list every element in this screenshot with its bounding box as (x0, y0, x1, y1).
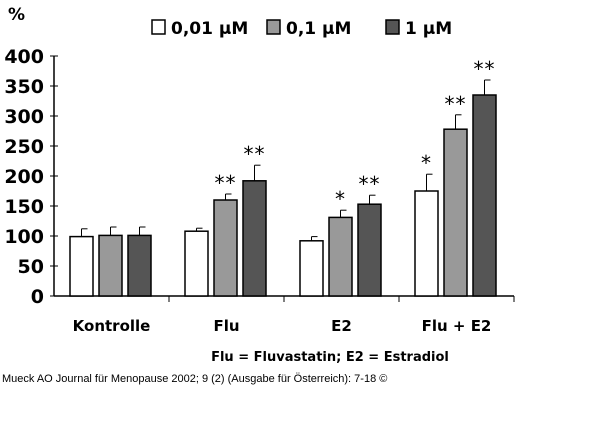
legend-swatch (151, 19, 166, 35)
legend-label: 0,01 µM (171, 19, 248, 39)
y-tick-label: 350 (4, 76, 44, 98)
significance-label: ** (445, 92, 467, 116)
bar (472, 94, 497, 297)
significance-label: ** (215, 171, 237, 195)
category-label: Flu (213, 317, 239, 335)
bar (213, 199, 238, 297)
bar (127, 234, 152, 297)
y-tick-label: 50 (18, 256, 44, 278)
category-label: E2 (331, 317, 352, 335)
y-tick-label: 250 (4, 136, 44, 158)
y-tick-label: 150 (4, 196, 44, 218)
y-tick-label: 0 (31, 286, 44, 308)
bar (98, 234, 123, 297)
significance-label: * (421, 151, 432, 175)
legend-swatch (266, 19, 281, 35)
y-tick-label: 300 (4, 106, 44, 128)
significance-label: * (335, 187, 346, 211)
legend-label: 1 µM (405, 19, 452, 39)
bar (443, 128, 468, 297)
bar (184, 230, 209, 297)
y-tick-label: 200 (4, 166, 44, 188)
chart-note: Flu = Fluvastatin; E2 = Estradiol (211, 350, 449, 365)
y-tick-label: 400 (4, 46, 44, 68)
bar (69, 235, 94, 297)
significance-label: ** (244, 142, 266, 166)
category-label: Flu + E2 (422, 317, 492, 335)
bar (357, 203, 382, 297)
y-tick-label: 100 (4, 226, 44, 248)
category-label: Kontrolle (73, 317, 151, 335)
bar (414, 190, 439, 297)
legend-label: 0,1 µM (286, 19, 351, 39)
bar (299, 240, 324, 297)
bar (242, 180, 267, 297)
bar (328, 216, 353, 297)
legend-swatch (385, 19, 400, 35)
significance-label: ** (359, 172, 381, 196)
y-axis-label: % (8, 5, 25, 25)
significance-label: ** (474, 57, 496, 81)
citation-footer: Mueck AO Journal für Menopause 2002; 9 (… (2, 373, 388, 385)
bar-chart: % 0 50 100 150 200 250 300 350 400 Kontrolle Flu E2 F… (4, 5, 515, 365)
